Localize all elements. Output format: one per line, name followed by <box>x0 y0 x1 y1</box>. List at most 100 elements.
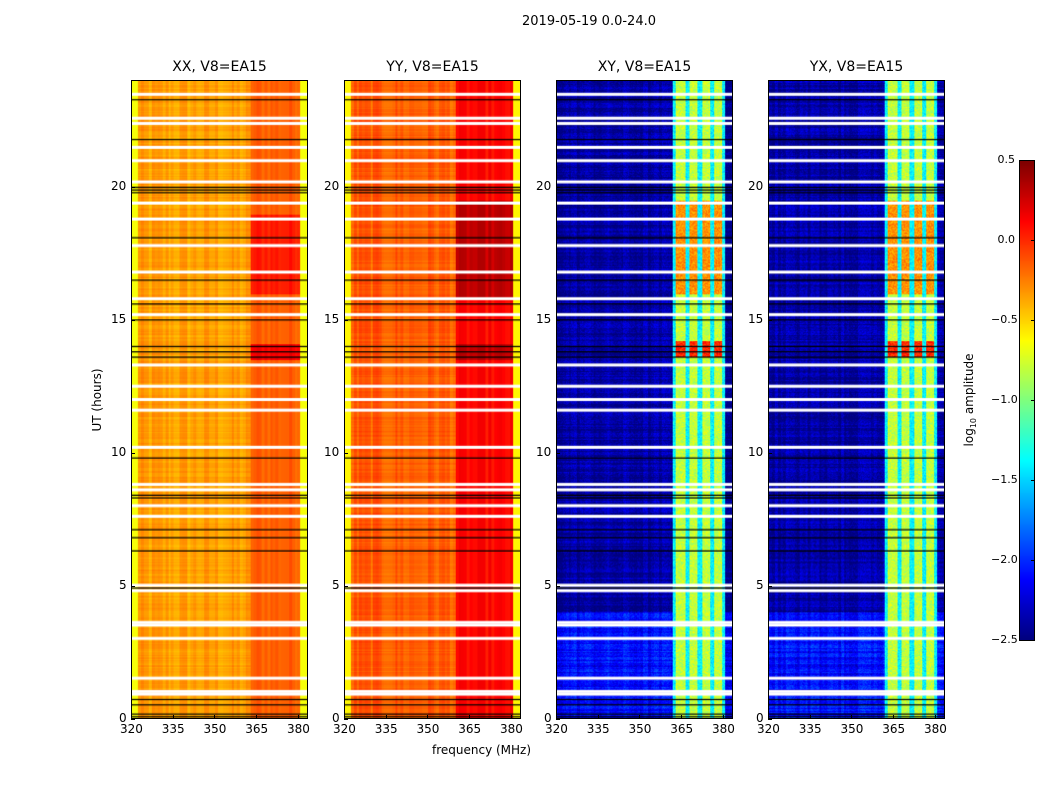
y-tick-mark <box>768 585 772 587</box>
x-tick-mark <box>556 715 557 719</box>
y-tick-mark <box>556 719 560 720</box>
y-tick-mark <box>556 585 560 587</box>
heatmap-panel <box>131 80 308 719</box>
y-tick-mark <box>344 585 348 587</box>
y-tick-mark <box>344 452 348 454</box>
y-tick-label: 15 <box>324 311 340 326</box>
x-tick-label: 380 <box>499 722 523 736</box>
y-tick-mark <box>131 186 135 188</box>
colorbar-gradient <box>1020 161 1034 640</box>
x-tick-label: 335 <box>374 722 398 736</box>
x-tick-mark <box>131 715 132 719</box>
colorbar-label-sub: 10 <box>969 417 979 429</box>
x-tick-mark <box>385 715 387 719</box>
x-tick-label: 320 <box>333 722 356 736</box>
x-tick-label: 335 <box>798 722 822 736</box>
x-tick-mark <box>256 715 258 719</box>
x-tick-label: 320 <box>545 722 568 736</box>
x-tick-label: 350 <box>840 722 864 736</box>
colorbar-label-main: log <box>961 428 976 447</box>
x-tick-mark <box>639 715 641 719</box>
y-tick-mark <box>131 319 135 321</box>
x-tick-mark <box>934 715 936 719</box>
panel-title: XY, V8=EA15 <box>597 59 692 75</box>
x-tick-label: 365 <box>458 722 482 736</box>
x-tick-label: 365 <box>882 722 906 736</box>
x-tick-mark <box>597 715 599 719</box>
heatmap-cells <box>132 81 307 718</box>
x-tick-mark <box>510 715 512 719</box>
y-tick-label: 20 <box>536 178 552 193</box>
x-tick-mark <box>809 715 811 719</box>
x-tick-label: 365 <box>670 722 694 736</box>
y-tick-label: 10 <box>536 444 552 459</box>
panel-title: XX, V8=EA15 <box>172 59 267 75</box>
y-tick-label: 10 <box>748 444 764 459</box>
x-tick-label: 320 <box>757 722 780 736</box>
colorbar-tick-label: −0.5 <box>991 313 1018 326</box>
y-tick-mark <box>556 319 560 321</box>
y-tick-mark <box>344 319 348 321</box>
y-tick-label: 5 <box>332 577 340 592</box>
y-tick-label: 15 <box>111 311 127 326</box>
figure-suptitle: 2019-05-19 0.0-24.0 <box>522 14 656 29</box>
y-tick-mark <box>768 319 772 321</box>
colorbar-tick-label: −2.0 <box>991 553 1018 566</box>
colorbar-tick-mark <box>1031 480 1035 481</box>
heatmap-panel <box>344 80 521 719</box>
x-tick-mark <box>469 715 471 719</box>
y-tick-mark <box>131 585 135 587</box>
heatmap-cells <box>345 81 520 718</box>
colorbar-label: log10 amplitude <box>962 354 978 447</box>
y-tick-mark <box>768 186 772 188</box>
heatmap-panel <box>768 80 945 719</box>
x-tick-mark <box>172 715 174 719</box>
y-tick-label: 0 <box>119 711 127 725</box>
x-tick-label: 380 <box>711 722 735 736</box>
y-tick-mark <box>768 719 772 720</box>
x-tick-mark <box>768 715 769 719</box>
x-tick-mark <box>344 715 345 719</box>
x-tick-label: 335 <box>161 722 185 736</box>
x-axis-label: frequency (MHz) <box>432 743 532 757</box>
y-tick-label: 20 <box>111 178 127 193</box>
x-tick-mark <box>297 715 299 719</box>
x-tick-mark <box>214 715 216 719</box>
colorbar-tick-label: 0.0 <box>997 233 1016 246</box>
y-tick-label: 0 <box>544 711 552 725</box>
y-tick-label: 15 <box>536 311 552 326</box>
y-tick-mark <box>768 452 772 454</box>
colorbar-tick-label: 0.5 <box>997 153 1016 166</box>
colorbar-tick-label: −1.0 <box>991 393 1018 406</box>
y-tick-label: 5 <box>756 577 764 592</box>
x-tick-mark <box>427 715 429 719</box>
colorbar-label-rest: amplitude <box>961 353 976 418</box>
y-tick-label: 20 <box>748 178 764 193</box>
x-tick-label: 350 <box>203 722 227 736</box>
x-tick-mark <box>851 715 853 719</box>
y-tick-label: 0 <box>332 711 340 725</box>
x-tick-label: 380 <box>286 722 310 736</box>
colorbar-tick-mark <box>1031 560 1035 561</box>
y-tick-label: 5 <box>119 577 127 592</box>
heatmap-panel <box>556 80 733 719</box>
colorbar-tick-label: −2.5 <box>991 633 1018 646</box>
y-tick-label: 5 <box>544 577 552 592</box>
x-tick-label: 335 <box>586 722 610 736</box>
x-tick-mark <box>893 715 895 719</box>
colorbar-tick-mark <box>1031 160 1035 161</box>
y-tick-label: 15 <box>748 311 764 326</box>
y-tick-mark <box>556 186 560 188</box>
panel-title: YX, V8=EA15 <box>809 59 904 75</box>
y-tick-mark <box>344 719 348 720</box>
heatmap-cells <box>769 81 944 718</box>
x-tick-mark <box>681 715 683 719</box>
colorbar-tick-mark <box>1031 640 1035 641</box>
colorbar-tick-mark <box>1031 240 1035 241</box>
y-tick-mark <box>131 452 135 454</box>
heatmap-cells <box>557 81 732 718</box>
panel-title: YY, V8=EA15 <box>386 59 479 75</box>
y-tick-mark <box>131 719 135 720</box>
x-tick-label: 365 <box>245 722 269 736</box>
